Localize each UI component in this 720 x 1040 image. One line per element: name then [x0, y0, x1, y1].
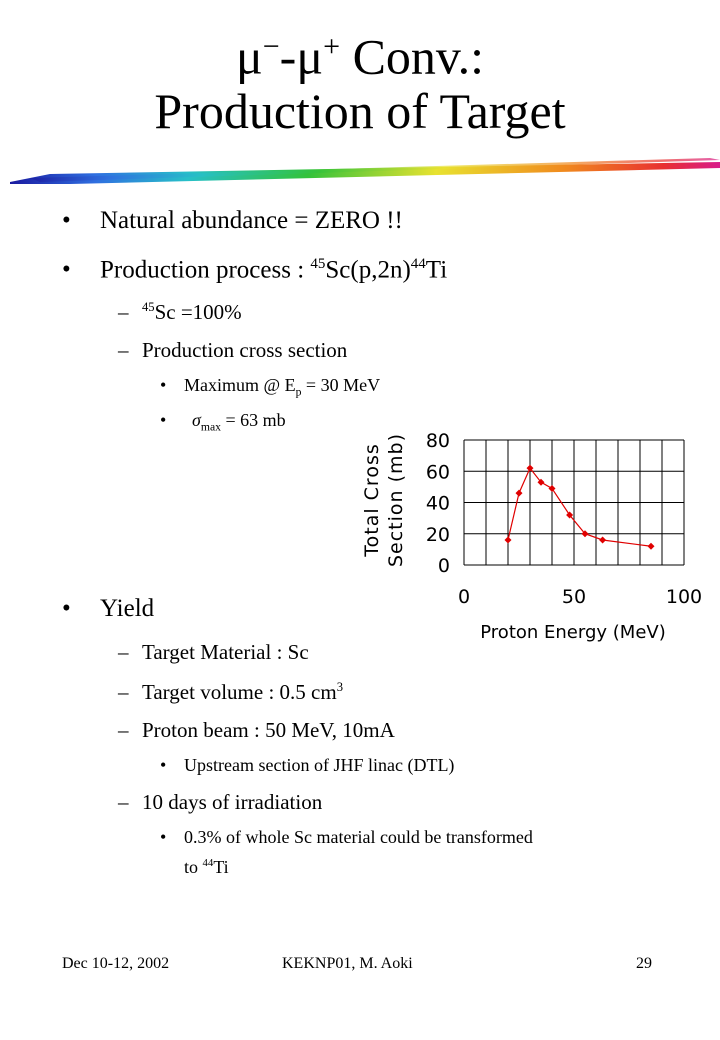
text-body: Sc =100%: [154, 300, 242, 324]
dash-marker: –: [118, 300, 129, 324]
y-tick-label: 60: [426, 461, 450, 483]
bullet-text: 45Sc =100%: [142, 300, 242, 325]
bullet-marker: •: [62, 207, 71, 234]
series-line: [507, 466, 652, 547]
dash-marker: –: [118, 338, 129, 362]
plus-superscript: +: [323, 30, 341, 63]
sub-sub-bullet-sigma-max: • σmax = 63 mb: [160, 410, 286, 434]
text-suffix: Ti: [213, 857, 229, 877]
bullet-text: Production process : 45Sc(p,2n)44Ti: [100, 256, 447, 284]
bullet-text: Yield: [100, 595, 155, 622]
sub-bullet-target-material: – Target Material : Sc: [118, 640, 309, 665]
y-tick-label: 20: [426, 524, 450, 546]
bullet-text: Production cross section: [142, 338, 348, 362]
footer-author: KEKNP01, M. Aoki: [282, 955, 413, 972]
dash-marker: –: [118, 790, 129, 814]
sub-bullet-irradiation: – 10 days of irradiation: [118, 790, 322, 815]
x-tick-label: 0: [458, 586, 470, 608]
superscript: 44: [202, 857, 214, 869]
y-axis-label-line1: Total Cross: [361, 443, 383, 558]
x-tick-labels: 0 50 100: [458, 586, 702, 608]
dash-marker: –: [118, 680, 129, 704]
data-point: [526, 464, 534, 472]
data-point: [647, 542, 655, 550]
mu-symbol-2: μ: [296, 28, 324, 85]
data-point: [504, 536, 512, 544]
footer-page-number: 29: [636, 955, 652, 972]
dash-marker: –: [118, 718, 129, 742]
sub-sub-bullet-transformed: • 0.3% of whole Sc material could be tra…: [160, 827, 533, 848]
bullet-text: Target Material : Sc: [142, 640, 309, 664]
bullet-text-line2: to 44Ti: [184, 857, 229, 878]
data-points: [504, 464, 655, 550]
bullet-marker: •: [160, 827, 167, 847]
rainbow-divider: [10, 158, 720, 184]
x-axis-label: Proton Energy (MeV): [480, 622, 665, 643]
cross-section-chart: 0 20 40 60 80 0 50 100 Total Cross Section (mb…: [352, 425, 712, 650]
bullet-text: σmax = 63 mb: [192, 410, 286, 434]
sub-bullet-target-volume: – Target volume : 0.5 cm3: [118, 680, 343, 705]
bullet-text: Proton beam : 50 MeV, 10mA: [142, 718, 395, 742]
title-dash: -: [279, 28, 297, 85]
bullet-marker: •: [160, 755, 167, 775]
bullet-marker: •: [160, 410, 167, 430]
bullet-text-line1: 0.3% of whole Sc material could be trans…: [184, 827, 533, 847]
data-point: [566, 511, 574, 519]
text-suffix: Ti: [425, 256, 448, 284]
bullet-yield: • Yield: [62, 595, 154, 623]
bullet-text: Natural abundance = ZERO !!: [100, 207, 403, 234]
chart-svg: 0 20 40 60 80 0 50 100 Total Cross Section (mb…: [361, 430, 702, 643]
superscript: 3: [336, 680, 343, 694]
bullet-production-process: • Production process : 45Sc(p,2n)44Ti: [62, 256, 447, 284]
y-tick-labels: 0 20 40 60 80: [426, 430, 450, 577]
bullet-text: 10 days of irradiation: [142, 790, 323, 814]
superscript: 45: [142, 300, 155, 314]
sub-sub-bullet-upstream: • Upstream section of JHF linac (DTL): [160, 755, 454, 776]
x-tick-label: 100: [666, 586, 702, 608]
text-suffix: = 30 MeV: [301, 375, 381, 395]
y-tick-label: 40: [426, 493, 450, 515]
sub-bullet-proton-beam: – Proton beam : 50 MeV, 10mA: [118, 718, 395, 743]
superscript: 45: [310, 256, 326, 272]
data-point: [599, 536, 607, 544]
text-suffix: = 63 mb: [221, 410, 286, 430]
y-tick-label: 0: [438, 555, 450, 577]
bullet-text: Maximum @ Ep = 30 MeV: [184, 375, 380, 399]
superscript: 44: [410, 256, 426, 272]
bullet-text: Target volume : 0.5 cm3: [142, 680, 343, 705]
slide-title-line1: μ−-μ+ Conv.:: [0, 18, 720, 86]
y-tick-label: 80: [426, 430, 450, 452]
data-point: [581, 530, 589, 538]
mu-symbol: μ: [235, 28, 263, 85]
text-body: Target volume : 0.5 cm: [142, 680, 337, 704]
subscript: p: [295, 385, 302, 399]
bullet-marker: •: [62, 256, 71, 283]
y-axis-label-line2: Section (mb): [385, 433, 407, 567]
sub-bullet-cross-section: – Production cross section: [118, 338, 347, 363]
bullet-marker: •: [160, 375, 167, 395]
bullet-natural-abundance: • Natural abundance = ZERO !!: [62, 207, 403, 235]
dash-marker: –: [118, 640, 129, 664]
title-conv: Conv.:: [340, 28, 485, 85]
x-tick-label: 50: [562, 586, 586, 608]
slide-title-line2: Production of Target: [154, 83, 566, 139]
bullet-text: Upstream section of JHF linac (DTL): [184, 755, 455, 775]
sigma-symbol: σ: [192, 410, 201, 430]
data-point: [515, 489, 523, 497]
text-prefix: Maximum @ E: [184, 375, 296, 395]
data-point: [537, 478, 545, 486]
text-prefix: Production process :: [100, 256, 311, 284]
data-point: [548, 484, 556, 492]
sub-sub-bullet-maximum: • Maximum @ Ep = 30 MeV: [160, 375, 380, 399]
bullet-marker: •: [62, 595, 71, 622]
footer-date: Dec 10-12, 2002: [62, 955, 170, 972]
text-mid: Sc(p,2n): [325, 256, 411, 284]
minus-superscript: −: [262, 30, 280, 63]
subscript: max: [200, 420, 222, 434]
text-prefix: to: [184, 857, 203, 877]
sub-bullet-sc-abundance: – 45Sc =100%: [118, 300, 242, 325]
chart-grid: [463, 439, 685, 566]
